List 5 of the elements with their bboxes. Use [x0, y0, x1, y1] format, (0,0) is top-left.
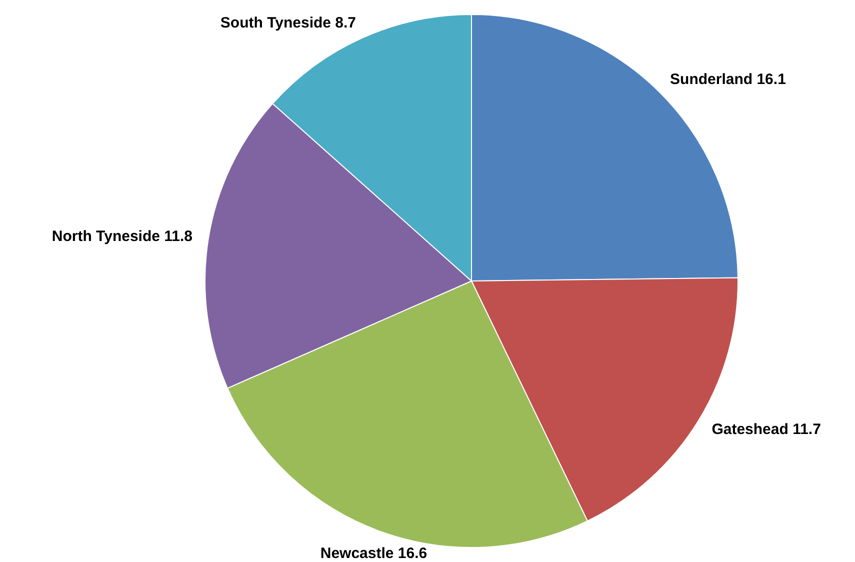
slice-label: Gateshead 11.7 [712, 420, 821, 438]
slice-label: Newcastle 16.6 [320, 545, 428, 562]
slice-label: South Tyneside 8.7 [220, 14, 356, 32]
slice-label: Sunderland 16.1 [670, 71, 786, 88]
slice-label: North Tyneside 11.8 [52, 228, 192, 245]
